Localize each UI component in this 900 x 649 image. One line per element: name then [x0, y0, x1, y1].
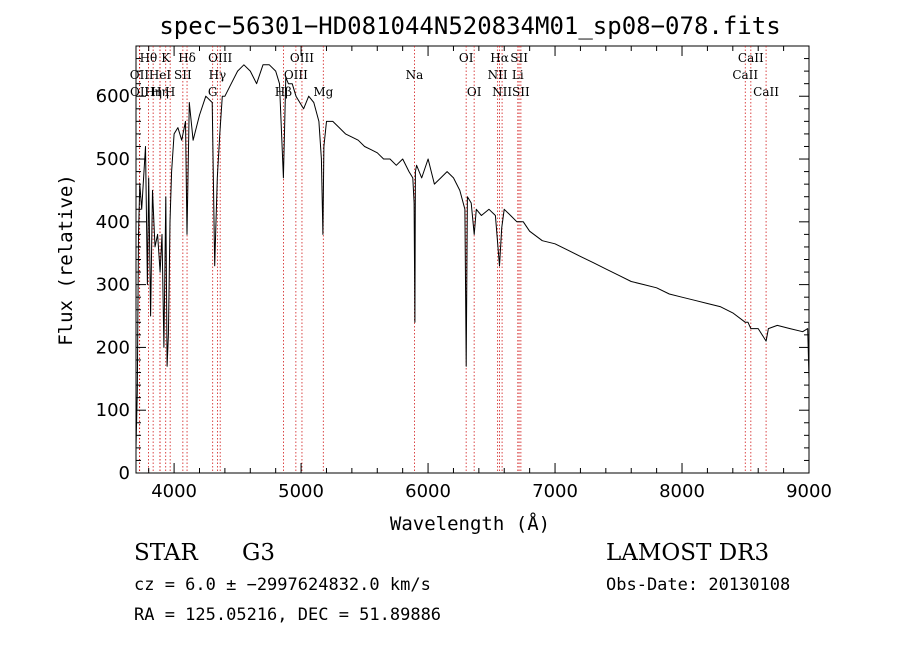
- line-label-22: NII: [488, 68, 508, 82]
- x-tick-label: 9000: [786, 481, 832, 502]
- line-label-15: Hβ: [275, 85, 292, 99]
- line-label-18: OI: [459, 51, 474, 65]
- survey-name: LAMOST DR3: [606, 540, 769, 566]
- line-label-4: K: [161, 51, 171, 65]
- line-label-24: NII: [492, 85, 512, 99]
- y-tick-label: 100: [96, 400, 130, 421]
- line-label-7: SII: [174, 68, 192, 82]
- line-label-13: OIII: [290, 51, 314, 65]
- line-label-23: Li: [512, 68, 524, 82]
- spectrum-line-0: [135, 64, 810, 448]
- coordinates-line: RA = 125.05216, DEC = 51.89886: [134, 605, 441, 625]
- line-label-8: H: [165, 85, 175, 99]
- y-tick-label: 0: [119, 463, 130, 484]
- line-label-21: SII: [510, 51, 528, 65]
- line-label-3: Hη: [144, 85, 162, 99]
- line-label-28: CaII: [753, 85, 779, 99]
- line-label-9: Hδ: [178, 51, 196, 65]
- y-tick-label: 300: [96, 275, 130, 296]
- line-label-10: OIII: [208, 51, 232, 65]
- y-tick-label: 400: [96, 212, 130, 233]
- chart-title: spec−56301−HD081044N520834M01_sp08−078.f…: [159, 12, 780, 40]
- line-label-20: Hα: [490, 51, 509, 65]
- x-tick-label: 7000: [532, 481, 578, 502]
- y-tick-label: 600: [96, 86, 130, 107]
- line-label-25: SII: [512, 85, 530, 99]
- line-label-0: Hθ: [140, 51, 158, 65]
- line-label-17: Na: [406, 68, 424, 82]
- x-tick-label: 8000: [659, 481, 705, 502]
- redshift-line: cz = 6.0 ± −2997624832.0 km/s: [134, 575, 431, 595]
- line-label-26: CaII: [738, 51, 764, 65]
- line-label-12: G: [208, 85, 218, 99]
- y-tick-label: 500: [96, 149, 130, 170]
- line-label-1: OII: [130, 68, 150, 82]
- plot-frame: [135, 45, 810, 474]
- obs-date: Obs-Date: 20130108: [606, 575, 790, 595]
- spectral-line-markers: [139, 46, 767, 473]
- object-subclass: G3: [242, 540, 275, 566]
- line-label-16: Mg: [313, 85, 333, 99]
- x-axis-label: Wavelength (Å): [390, 512, 550, 535]
- y-axis-label: Flux (relative): [55, 174, 77, 346]
- line-label-14: OIII: [284, 68, 308, 82]
- line-label-19: OI: [467, 85, 482, 99]
- x-tick-label: 4000: [151, 481, 197, 502]
- line-label-27: CaII: [732, 68, 758, 82]
- x-tick-label: 6000: [405, 481, 451, 502]
- line-label-2: OII: [130, 85, 150, 99]
- line-label-6: Hη: [151, 85, 169, 99]
- y-tick-label: 200: [96, 337, 130, 358]
- line-label-5: HeI: [149, 68, 172, 82]
- axes: 4000 5000 6000 7000 8000 9000 0 100 200 300 400 500…: [96, 45, 832, 502]
- line-label-11: Hγ: [209, 68, 227, 82]
- spectrum-series-group: [135, 64, 810, 448]
- object-class: STAR: [134, 540, 198, 566]
- x-tick-label: 5000: [278, 481, 324, 502]
